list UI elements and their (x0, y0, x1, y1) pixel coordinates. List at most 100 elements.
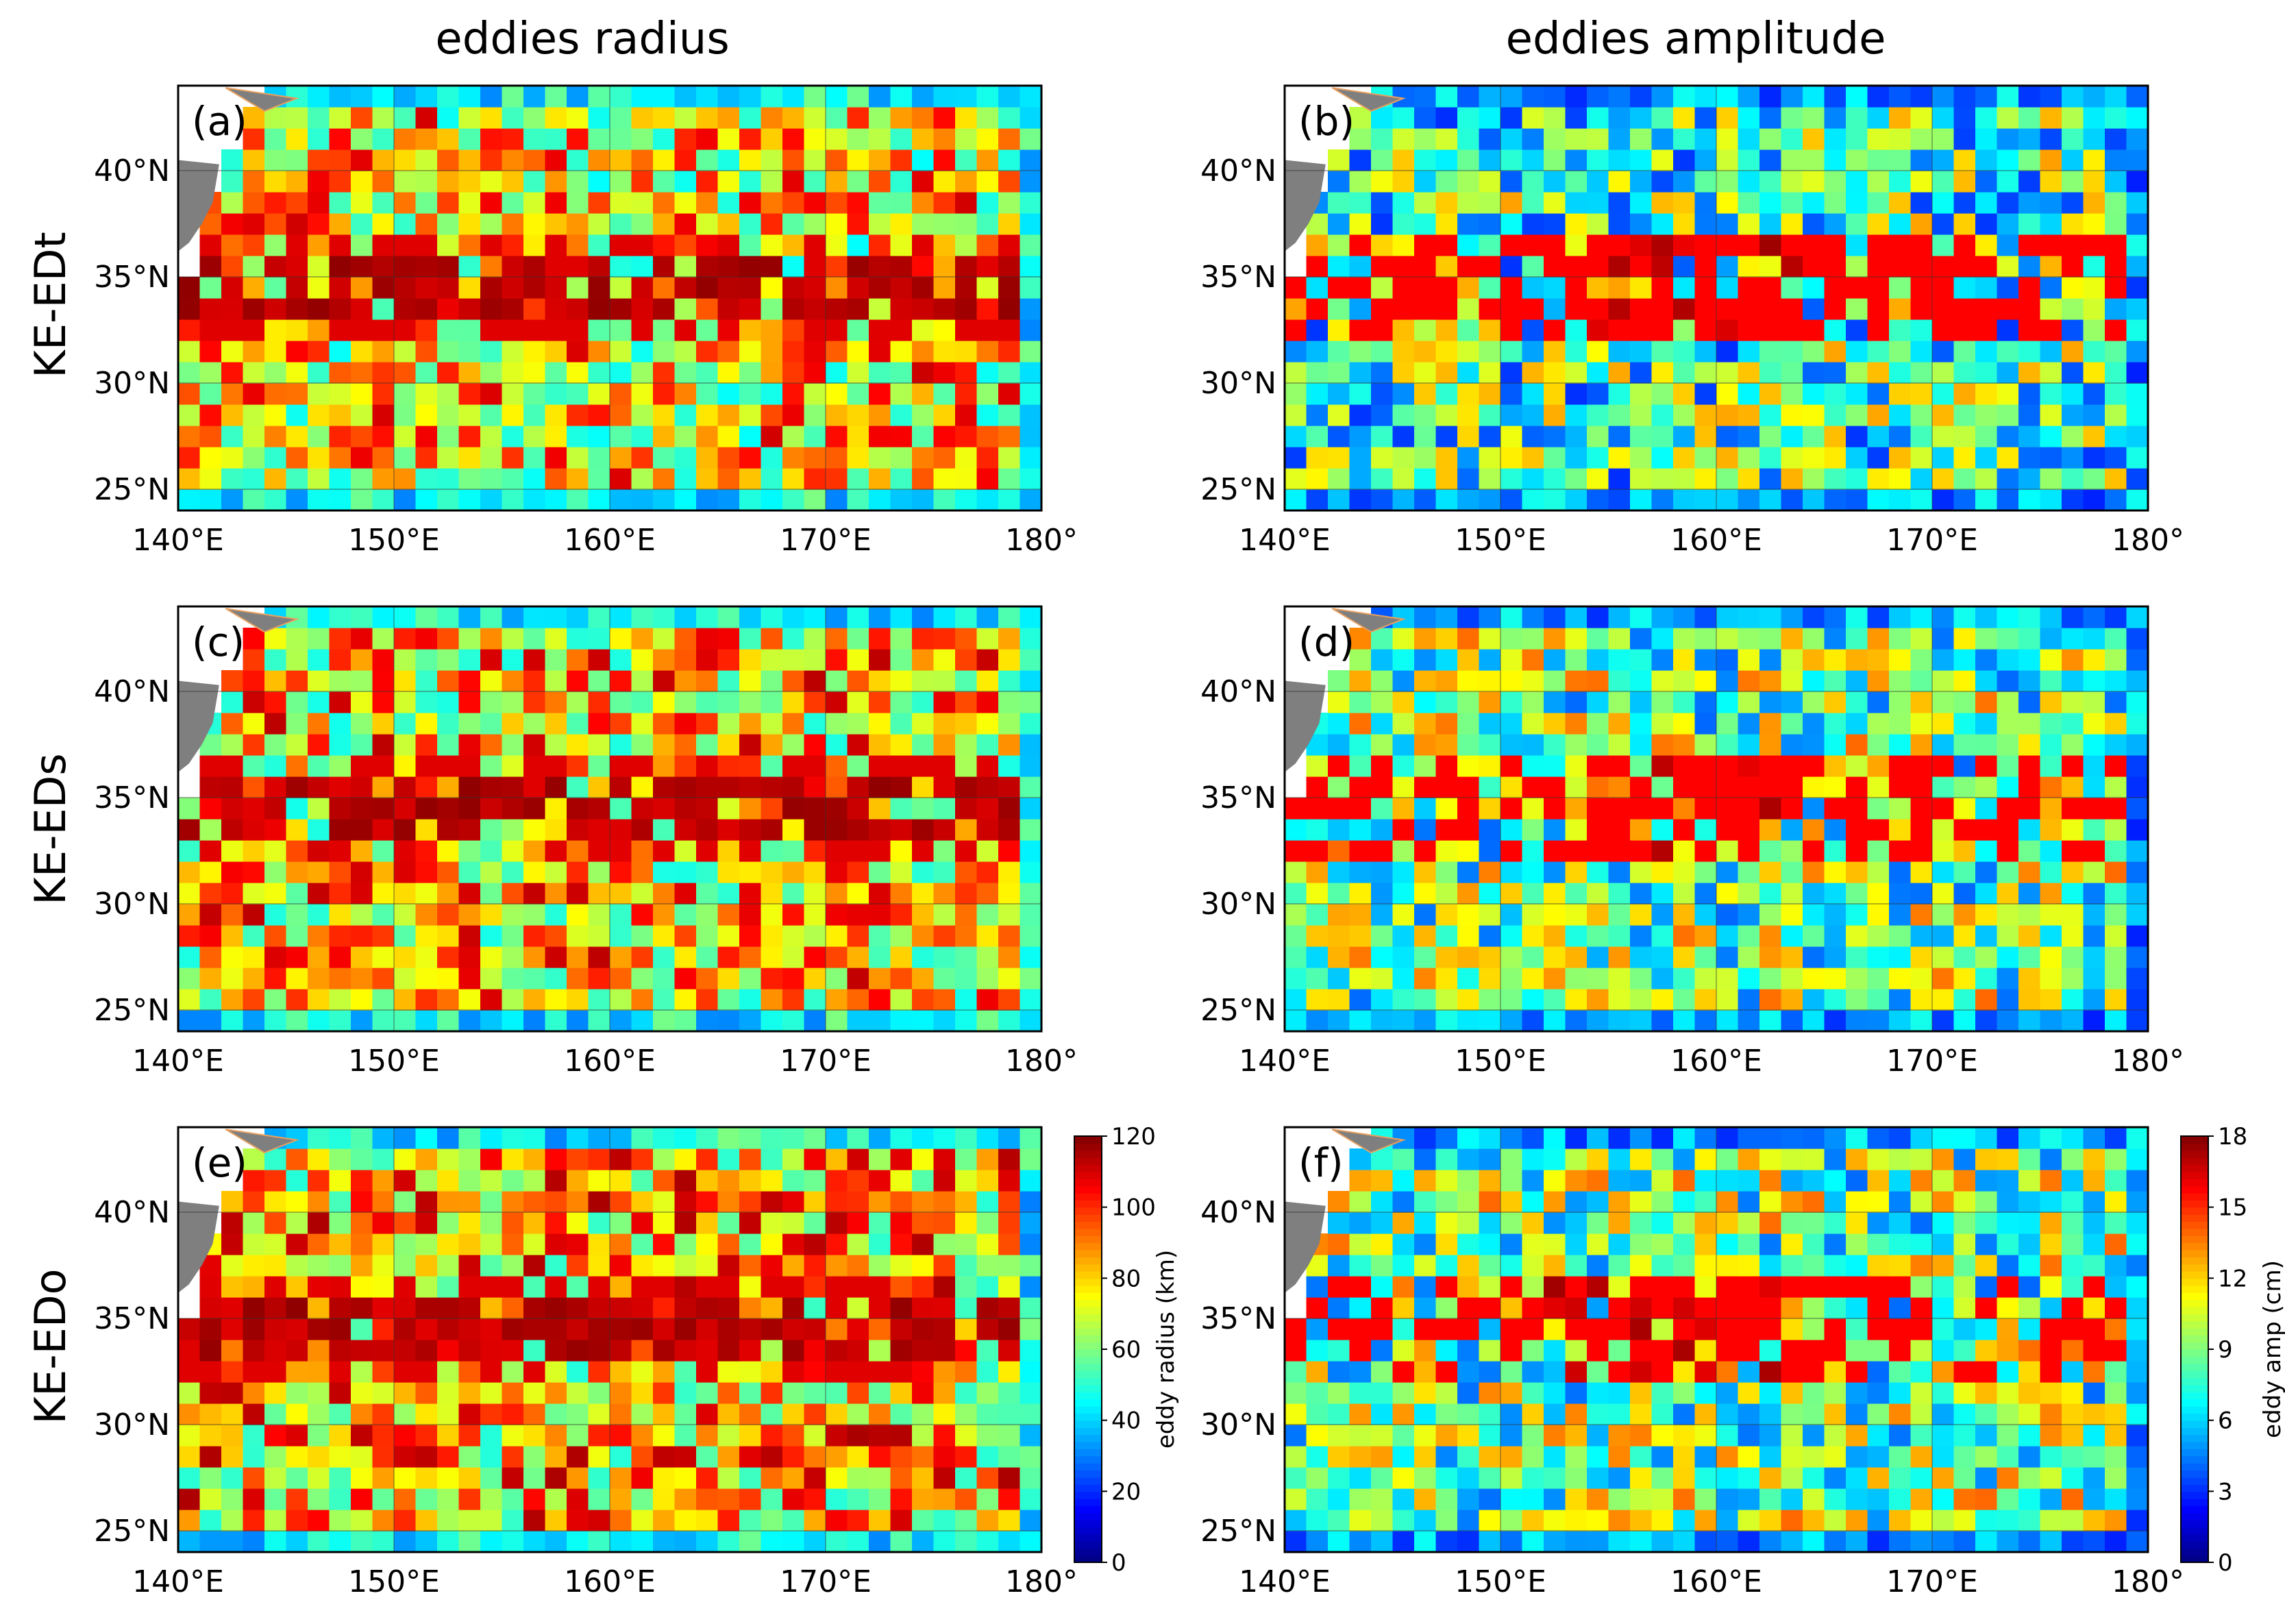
heatmap-cell (415, 1425, 438, 1447)
heatmap-cell (545, 755, 567, 777)
heatmap-cell (1285, 1382, 1307, 1404)
heatmap-cell (1500, 1318, 1523, 1340)
heatmap-cell (869, 734, 891, 756)
heatmap-cell (1975, 1170, 1998, 1192)
heatmap-cell (933, 319, 956, 341)
heatmap-cell (1392, 1340, 1415, 1362)
heatmap-cell (1997, 713, 2019, 735)
heatmap-cell (394, 776, 417, 798)
heatmap-cell (567, 256, 589, 278)
heatmap-cell (1020, 819, 1042, 841)
heatmap-cell (1738, 798, 1760, 820)
heatmap-cell (653, 861, 676, 883)
heatmap-cell (1867, 1340, 1890, 1362)
heatmap-cell (308, 192, 330, 214)
heatmap-cell (1867, 798, 1890, 820)
heatmap-cell (1932, 1361, 1955, 1383)
heatmap-cell (1479, 298, 1501, 320)
colorbar-segment (2181, 1555, 2208, 1563)
heatmap-cell (696, 1446, 719, 1468)
heatmap-cell (1889, 86, 1912, 108)
heatmap-cell (351, 1233, 373, 1255)
colorbar-segment (2181, 1505, 2208, 1514)
heatmap-cell (653, 447, 676, 469)
heatmap-cell (308, 925, 330, 947)
heatmap-cell (998, 968, 1021, 989)
heatmap-cell (804, 883, 826, 905)
heatmap-cell (1349, 946, 1372, 968)
heatmap-cell (1328, 341, 1350, 362)
heatmap-cell (351, 171, 373, 193)
japan-land (1285, 1201, 1326, 1293)
heatmap-cell (1846, 1170, 1868, 1192)
heatmap-cell (2062, 1170, 2084, 1192)
heatmap-cell (1608, 1255, 1631, 1277)
heatmap-cell (1457, 1467, 1480, 1489)
heatmap-cell (2126, 1531, 2149, 1553)
heatmap-cell (1371, 1233, 1394, 1255)
heatmap-cell (480, 1010, 503, 1032)
heatmap-cell (1889, 447, 1912, 469)
heatmap-cell (761, 1233, 783, 1255)
heatmap-cell (1587, 1403, 1609, 1425)
heatmap-cell (998, 362, 1021, 384)
heatmap-cell (610, 1467, 632, 1489)
heatmap-cell (588, 734, 610, 756)
heatmap-cell (1781, 946, 1803, 968)
heatmap-cell (890, 1212, 913, 1234)
heatmap-cell (1889, 192, 1912, 214)
heatmap-cell (1803, 234, 1825, 256)
heatmap-cell (674, 1510, 697, 1531)
heatmap-cell (1932, 86, 1955, 108)
heatmap-cell (264, 946, 287, 968)
heatmap-cell (372, 86, 395, 108)
heatmap-cell (1803, 1340, 1825, 1362)
heatmap-cell (1694, 1403, 1717, 1425)
heatmap-cell (1651, 1403, 1674, 1425)
heatmap-cell (1932, 426, 1955, 447)
heatmap-cell (1997, 404, 2019, 426)
heatmap-cell (1392, 341, 1415, 362)
heatmap-cell (2062, 713, 2084, 735)
heatmap-cell (1910, 776, 1933, 798)
heatmap-cell (1587, 468, 1609, 490)
heatmap-cell (523, 1403, 546, 1425)
heatmap-cell (1371, 213, 1394, 235)
hokkaido-land (1331, 1129, 1407, 1154)
heatmap-cell (696, 755, 719, 777)
heatmap-cell (2018, 1510, 2041, 1531)
heatmap-cell (588, 1276, 610, 1298)
heatmap-cell (1328, 1467, 1350, 1489)
heatmap-cell (308, 149, 330, 171)
heatmap-cell (912, 840, 935, 862)
heatmap-cell (458, 426, 481, 447)
heatmap-cell (653, 840, 676, 862)
heatmap-cell (739, 755, 762, 777)
heatmap-cell (264, 468, 287, 490)
heatmap-cell (1651, 968, 1674, 989)
heatmap-cell (674, 649, 697, 671)
heatmap-cell (1781, 1297, 1803, 1319)
heatmap-cell (890, 1467, 913, 1489)
colorbar-segment (1074, 1534, 1102, 1542)
heatmap-cell (739, 192, 762, 214)
heatmap-cell (394, 149, 417, 171)
heatmap-cell (674, 256, 697, 278)
heatmap-cell (653, 1318, 676, 1340)
heatmap-cell (1630, 1191, 1653, 1213)
heatmap-cell (264, 1148, 287, 1170)
heatmap-cell (458, 404, 481, 426)
heatmap-cell (1694, 968, 1717, 989)
heatmap-cell (1587, 670, 1609, 692)
heatmap-cell (782, 1361, 805, 1383)
heatmap-cell (351, 883, 373, 905)
hokkaido-land (1331, 87, 1407, 112)
heatmap-cell (1953, 819, 1976, 841)
heatmap-cell (696, 171, 719, 193)
heatmap-cell (1479, 1276, 1501, 1298)
heatmap-cell (847, 861, 869, 883)
heatmap-cell (2040, 1425, 2062, 1447)
heatmap-cell (458, 1148, 481, 1170)
heatmap-cell (1846, 628, 1868, 650)
heatmap-cell (351, 1340, 373, 1362)
